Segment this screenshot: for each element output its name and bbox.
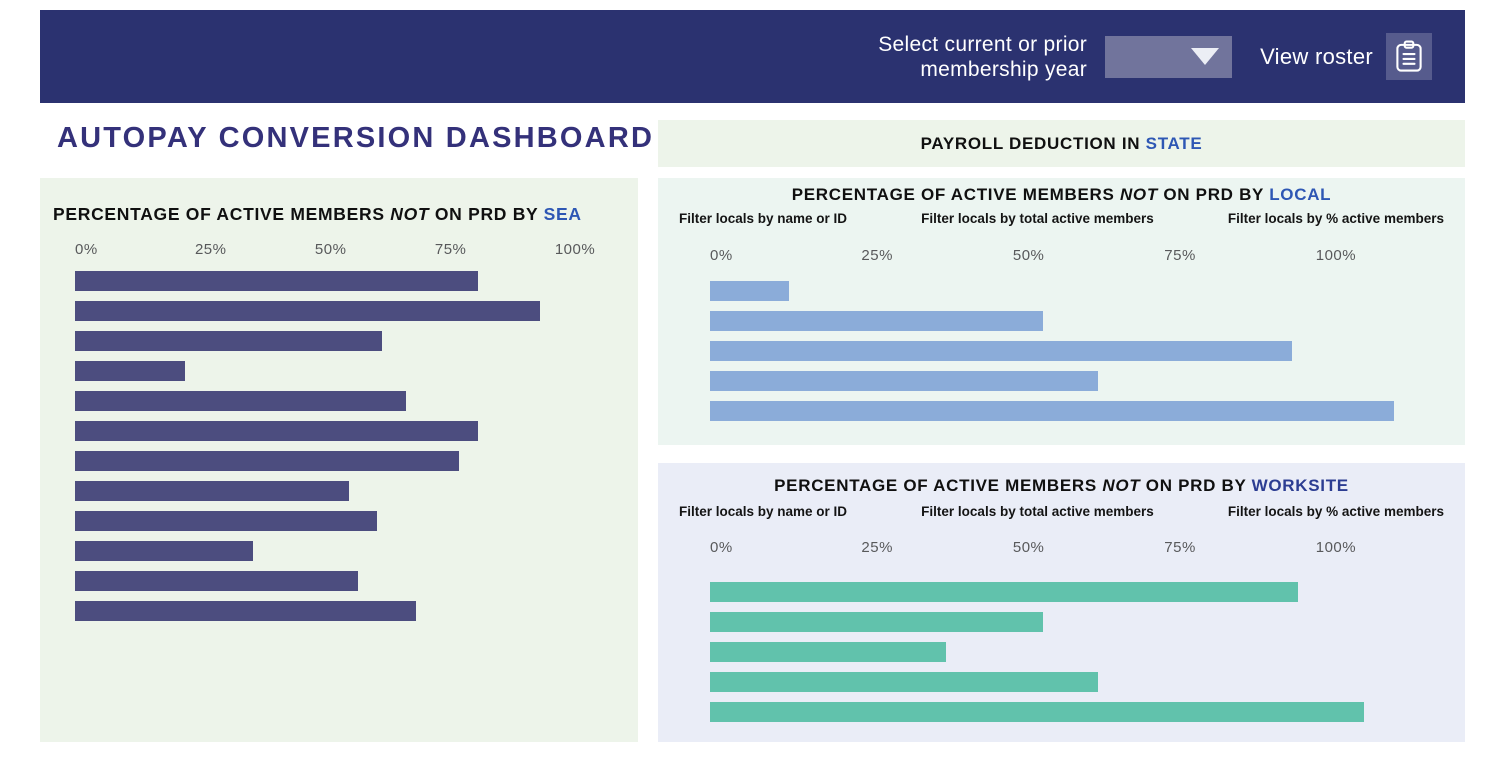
local-axis-tick: 75% [1164, 247, 1196, 264]
local-axis-tick: 0% [710, 247, 733, 264]
sea-bar[interactable] [75, 271, 479, 291]
local-bar[interactable] [710, 401, 1395, 421]
local-filters-row: Filter locals by name or ID Filter local… [658, 211, 1465, 226]
local-title-not: NOT [1119, 185, 1158, 204]
worksite-title-accent: WORKSITE [1251, 476, 1349, 495]
payroll-deduction-strip: PAYROLL DEDUCTION IN STATE [658, 120, 1465, 167]
local-axis-tick: 100% [1315, 247, 1357, 264]
sea-title-accent: SEA [543, 204, 582, 224]
sea-axis-tick: 0% [75, 241, 98, 258]
sea-axis-tick: 100% [554, 241, 596, 258]
membership-year-dropdown[interactable] [1105, 35, 1233, 78]
sea-bars [75, 271, 622, 631]
worksite-axis-tick: 100% [1315, 539, 1357, 556]
local-bar[interactable] [710, 311, 1044, 331]
worksite-filter-total-active-members[interactable]: Filter locals by total active members [921, 504, 1154, 519]
sea-chart-panel: PERCENTAGE OF ACTIVE MEMBERS NOT ON PRD … [40, 178, 638, 742]
worksite-axis-tick: 75% [1164, 539, 1196, 556]
worksite-chart-title: PERCENTAGE OF ACTIVE MEMBERS NOT ON PRD … [658, 476, 1465, 496]
payroll-title-accent: STATE [1145, 133, 1203, 153]
worksite-title-mid: ON PRD BY [1140, 476, 1252, 495]
sea-chart-title: PERCENTAGE OF ACTIVE MEMBERS NOT ON PRD … [53, 204, 582, 225]
select-label-line2: membership year [920, 57, 1088, 81]
payroll-deduction-title: PAYROLL DEDUCTION IN STATE [921, 134, 1203, 154]
sea-bar[interactable] [75, 511, 378, 531]
local-x-axis: 0% 25% 50% 75% 100% [710, 247, 1449, 265]
page-title: AUTOPAY CONVERSION DASHBOARD [57, 122, 655, 154]
worksite-x-axis: 0% 25% 50% 75% 100% [710, 539, 1449, 557]
sea-bar[interactable] [75, 451, 459, 471]
worksite-title-prefix: PERCENTAGE OF ACTIVE MEMBERS [774, 476, 1103, 495]
view-roster-button[interactable] [1386, 33, 1432, 80]
worksite-filter-name-or-id[interactable]: Filter locals by name or ID [679, 504, 848, 519]
sea-bar[interactable] [75, 601, 416, 621]
worksite-bar[interactable] [710, 702, 1365, 722]
sea-title-mid: ON PRD BY [429, 204, 544, 224]
local-bar[interactable] [710, 281, 789, 301]
sea-title-prefix: PERCENTAGE OF ACTIVE MEMBERS [53, 204, 391, 224]
local-filter-name-or-id[interactable]: Filter locals by name or ID [679, 211, 848, 226]
sea-bar[interactable] [75, 301, 541, 321]
sea-x-axis: 0% 25% 50% 75% 100% [75, 241, 622, 259]
worksite-axis-tick: 0% [710, 539, 733, 556]
local-axis-tick: 25% [861, 247, 893, 264]
worksite-axis-tick: 50% [1012, 539, 1045, 556]
local-title-prefix: PERCENTAGE OF ACTIVE MEMBERS [791, 185, 1120, 204]
worksite-filters-row: Filter locals by name or ID Filter local… [658, 504, 1465, 519]
worksite-axis-tick: 25% [861, 539, 893, 556]
worksite-bar[interactable] [710, 612, 1044, 632]
sea-bar[interactable] [75, 571, 359, 591]
local-bar[interactable] [710, 371, 1098, 391]
membership-year-select-label: Select current or prior membership year [878, 32, 1087, 82]
payroll-title-prefix: PAYROLL DEDUCTION IN [920, 133, 1146, 153]
sea-bar[interactable] [75, 421, 479, 441]
sea-bar[interactable] [75, 541, 253, 561]
worksite-bar[interactable] [710, 582, 1298, 602]
sea-axis-tick: 50% [314, 241, 347, 258]
local-filter-percent-active-members[interactable]: Filter locals by % active members [1227, 211, 1444, 226]
clipboard-icon [1394, 40, 1424, 73]
worksite-title-not: NOT [1102, 476, 1141, 495]
worksite-filter-percent-active-members[interactable]: Filter locals by % active members [1227, 504, 1444, 519]
sea-bar[interactable] [75, 391, 407, 411]
worksite-bar[interactable] [710, 642, 947, 662]
dropdown-arrow-icon [1191, 48, 1220, 65]
sea-axis-tick: 75% [434, 241, 467, 258]
local-bar[interactable] [710, 341, 1292, 361]
local-axis-tick: 50% [1012, 247, 1045, 264]
worksite-bar[interactable] [710, 672, 1098, 692]
local-title-mid: ON PRD BY [1157, 185, 1270, 204]
worksite-chart-panel: PERCENTAGE OF ACTIVE MEMBERS NOT ON PRD … [658, 463, 1465, 742]
local-title-accent: LOCAL [1269, 185, 1332, 204]
sea-axis-tick: 25% [194, 241, 227, 258]
sea-bar[interactable] [75, 361, 186, 381]
select-label-line1: Select current or prior [878, 32, 1088, 56]
sea-title-not: NOT [390, 204, 430, 224]
top-header-bar: Select current or prior membership year … [40, 10, 1465, 103]
local-bars [710, 281, 1449, 431]
view-roster-label[interactable]: View roster [1260, 43, 1373, 69]
local-chart-title: PERCENTAGE OF ACTIVE MEMBERS NOT ON PRD … [658, 185, 1465, 205]
local-chart-panel: PERCENTAGE OF ACTIVE MEMBERS NOT ON PRD … [658, 178, 1465, 445]
sea-bar[interactable] [75, 481, 349, 501]
sea-bar[interactable] [75, 331, 383, 351]
worksite-bars [710, 582, 1449, 732]
local-filter-total-active-members[interactable]: Filter locals by total active members [921, 211, 1154, 226]
